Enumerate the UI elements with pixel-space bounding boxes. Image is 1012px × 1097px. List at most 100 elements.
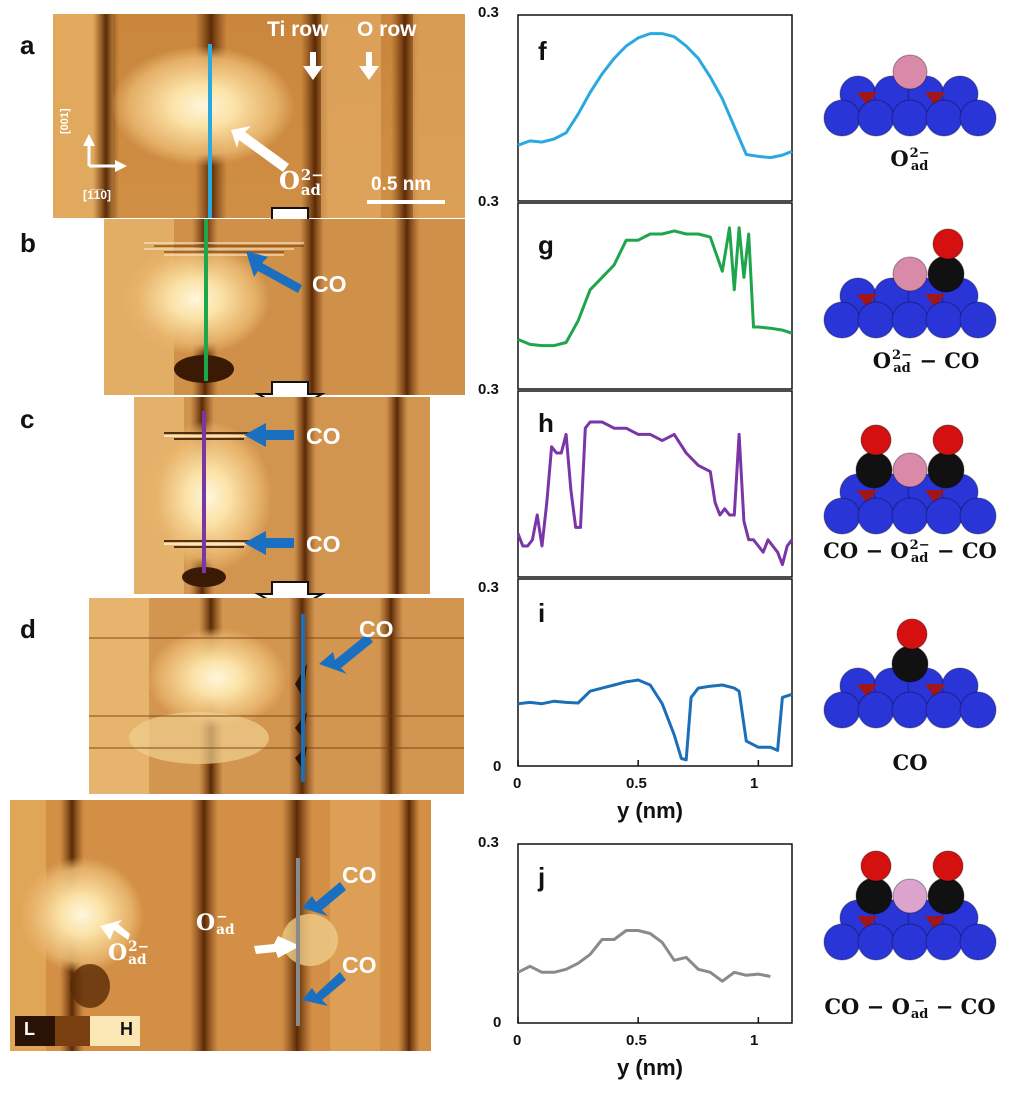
ti-atom (857, 923, 895, 961)
ti-atom (925, 497, 963, 535)
ti-atom (857, 301, 895, 339)
c-atom (927, 255, 965, 293)
adsorbed-o-atom (892, 452, 928, 488)
profile-line-e (296, 858, 300, 1026)
model-label-j: CO − O − ad − CO (824, 994, 996, 1022)
stm-texture-c (134, 397, 430, 594)
xtick-j-1: 1 (750, 1032, 759, 1049)
bridging-o-atom (857, 684, 877, 698)
plot-svg-j (517, 843, 793, 1024)
ti-atom (925, 923, 963, 961)
xtick-j-0: 0 (513, 1032, 522, 1049)
model-o2-ad-co (822, 222, 1002, 342)
ti-atom (925, 301, 963, 339)
profile-series-h (517, 420, 793, 567)
adsorbed-o-atom (892, 54, 928, 90)
model-co-o2-ad-co (822, 418, 1002, 538)
ytick-top-j: 0.3 (478, 834, 499, 851)
c-atom (927, 877, 965, 915)
ti-atom (891, 99, 929, 137)
c-atom (855, 877, 893, 915)
ti-atom (857, 99, 895, 137)
co-o-atom (860, 850, 892, 882)
plot-frame-h (517, 390, 793, 578)
panel-label-i: i (538, 598, 546, 628)
ytick-top-i: 0.3 (478, 579, 499, 596)
panel-label-d: d (20, 614, 36, 644)
profile-series-j (517, 929, 771, 983)
axis-110-label: [1̅1̅0] (83, 188, 112, 202)
ti-atom (891, 923, 929, 961)
ti-atom (823, 99, 861, 137)
panel-label-c: c (20, 404, 35, 434)
profile-plot-j (517, 843, 793, 1024)
ti-atom (823, 923, 861, 961)
c-atom (891, 645, 929, 683)
ti-atom (823, 497, 861, 535)
model-label-i: CO (892, 750, 928, 775)
bridging-o-atom (925, 490, 945, 504)
model-svg-i (823, 618, 997, 729)
stm-image-d: CO (89, 598, 464, 794)
ytick-zero-i: 0 (493, 758, 502, 775)
scale-bar-label: 0.5 nm (371, 174, 432, 195)
panel-label-h: h (538, 408, 554, 438)
bridging-o-atom (857, 294, 877, 308)
o-row-label: O row (357, 18, 417, 41)
panel-label-j: j (538, 862, 546, 892)
profile-line-a (208, 44, 212, 218)
c-atom (855, 451, 893, 489)
adsorbed-o-atom (892, 256, 928, 292)
profile-line-d (301, 614, 305, 782)
plot-svg-h (517, 390, 793, 578)
model-svg-h (823, 424, 997, 535)
colorbar-low-label: L (24, 1019, 35, 1039)
plot-svg-f (517, 14, 793, 202)
bridging-o-atom (857, 490, 877, 504)
stm-image-c: CO CO (134, 397, 430, 594)
model-svg-g (823, 228, 997, 339)
xtick-i-05: 0.5 (626, 775, 647, 792)
bridging-o-atom (925, 684, 945, 698)
co-label-e-bottom: CO (342, 952, 377, 978)
co-label-d: CO (359, 616, 394, 642)
ti-row-label: Ti row (267, 18, 329, 41)
adsorbed-o-atom (892, 878, 928, 914)
model-label-g: O 2− ad − CO (872, 348, 980, 376)
bridging-o-atom (925, 294, 945, 308)
profile-line-c (202, 411, 206, 573)
panel-label-b: b (20, 228, 36, 258)
model-svg-j (823, 850, 997, 961)
stm-texture-d (89, 598, 464, 794)
bridging-o-atom (857, 92, 877, 106)
axis-001-label: [001] (59, 108, 71, 134)
co-o-atom (932, 850, 964, 882)
ytick-top-h: 0.3 (478, 381, 499, 398)
co-o-atom (932, 424, 964, 456)
profile-plot-h (517, 390, 793, 578)
model-co (822, 612, 1002, 732)
plot-frame-j (517, 843, 793, 1024)
xtick-i-0: 0 (513, 775, 522, 792)
profile-series-g (517, 226, 793, 348)
ytick-top-g: 0.3 (478, 193, 499, 210)
panel-label-f: f (538, 36, 547, 66)
profile-series-i (517, 678, 793, 762)
o2-species-label-e: O 2− ad (108, 939, 150, 968)
panel-label-g: g (538, 230, 554, 260)
plot-svg-i (517, 578, 793, 767)
ti-atom (857, 497, 895, 535)
co-o-atom (932, 228, 964, 260)
plot-frame-i (517, 578, 793, 767)
bridging-o-atom (925, 92, 945, 106)
co-label-b: CO (312, 271, 347, 297)
ti-atom (857, 691, 895, 729)
model-label-h: CO − O 2− ad − CO (823, 538, 997, 566)
co-label-e-top: CO (342, 862, 377, 888)
xlabel-j: y (nm) (617, 1055, 683, 1080)
plot-svg-g (517, 202, 793, 390)
colorbar-high-label: H (120, 1019, 133, 1039)
stm-image-b: CO (104, 219, 465, 395)
xlabel-i: y (nm) (617, 798, 683, 823)
row-arrows (83, 52, 445, 204)
